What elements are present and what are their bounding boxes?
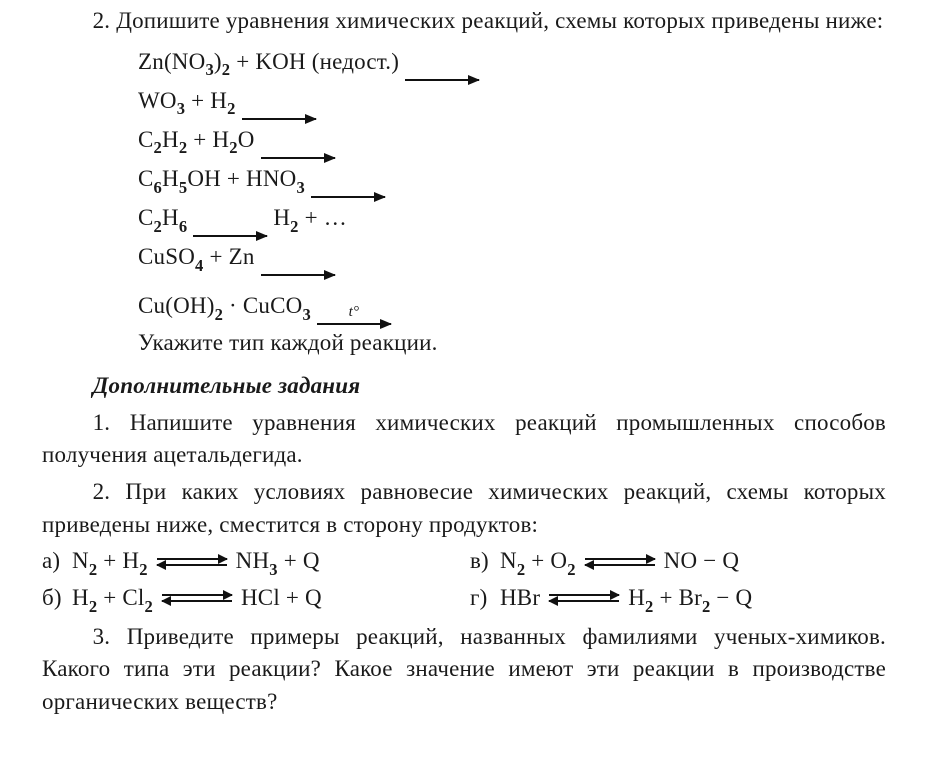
- item-label: а): [42, 545, 72, 578]
- arrow-icon: [261, 157, 335, 159]
- arrow-icon: [311, 196, 385, 198]
- equilibrium-item: а) N2 + H2 NH3 + Q: [42, 545, 458, 578]
- extra-task-2-prompt: 2. При каких условиях равновесие химичес…: [42, 476, 886, 541]
- equation-line: C6H5OH + HNO3: [138, 159, 886, 198]
- equilibrium-item: г) HBr H2 + Br2 − Q: [470, 582, 886, 615]
- task2-equation-list: Zn(NO3)2 + KOH (недост.) WO3 + H2 C2H2 +…: [138, 42, 886, 326]
- task2-tail: Укажите тип каждой реакции.: [138, 327, 886, 360]
- arrow-icon: [193, 235, 267, 237]
- equation-line: WO3 + H2: [138, 81, 886, 120]
- equation-lhs: N2 + O2: [500, 545, 576, 578]
- arrow-label: t°: [317, 305, 391, 320]
- arrow-icon: [261, 274, 335, 276]
- equation-lhs: N2 + H2: [72, 545, 148, 578]
- equation-lhs: C2H2 + H2O: [138, 120, 255, 159]
- item-label: в): [470, 545, 500, 578]
- equation-lhs: Zn(NO3)2 + KOH (недост.): [138, 42, 399, 81]
- equation-rhs: NH3 + Q: [236, 545, 320, 578]
- arrow-icon: [242, 118, 316, 120]
- equation-lhs: CuSO4 + Zn: [138, 237, 255, 276]
- equation-lhs: HBr: [500, 582, 540, 615]
- equation-line: C2H6 H2 + …: [138, 198, 886, 237]
- equation-line: Zn(NO3)2 + KOH (недост.): [138, 42, 886, 81]
- equation-lhs: C2H6: [138, 198, 187, 237]
- equilibrium-arrow-icon: [154, 555, 230, 569]
- extra-task-1: 1. Напишите уравнения химических реакций…: [42, 407, 886, 472]
- extra-heading: Дополнительные задания: [42, 370, 886, 403]
- equation-line: CuSO4 + Zn: [138, 237, 886, 276]
- arrow-icon: t°: [317, 323, 391, 325]
- equation-rhs: H2 + …: [273, 198, 347, 237]
- equation-rhs: H2 + Br2 − Q: [628, 582, 752, 615]
- arrow-icon: [405, 79, 479, 81]
- equation-lhs: H2 + Cl2: [72, 582, 153, 615]
- equation-line: Cu(OH)2 · CuCO3 t°: [138, 286, 886, 325]
- equilibrium-grid: а) N2 + H2 NH3 + Q в) N2 + O2 NO − Q б) H2 +…: [42, 545, 886, 614]
- equilibrium-item: б) H2 + Cl2 HCl + Q: [42, 582, 458, 615]
- textbook-page: 2. Допишите уравнения химических реакций…: [0, 0, 928, 768]
- equilibrium-item: в) N2 + O2 NO − Q: [470, 545, 886, 578]
- equation-line: C2H2 + H2O: [138, 120, 886, 159]
- item-label: г): [470, 582, 500, 615]
- equilibrium-arrow-icon: [159, 591, 235, 605]
- task2-prompt: 2. Допишите уравнения химических реакций…: [42, 5, 886, 38]
- equilibrium-arrow-icon: [546, 591, 622, 605]
- extra-task-3: 3. Приведите примеры реакций, названных …: [42, 621, 886, 719]
- equilibrium-arrow-icon: [582, 555, 658, 569]
- equation-lhs: Cu(OH)2 · CuCO3: [138, 286, 311, 325]
- equation-lhs: WO3 + H2: [138, 81, 236, 120]
- equation-rhs: NO − Q: [664, 545, 740, 578]
- item-label: б): [42, 582, 72, 615]
- equation-rhs: HCl + Q: [241, 582, 322, 615]
- equation-lhs: C6H5OH + HNO3: [138, 159, 305, 198]
